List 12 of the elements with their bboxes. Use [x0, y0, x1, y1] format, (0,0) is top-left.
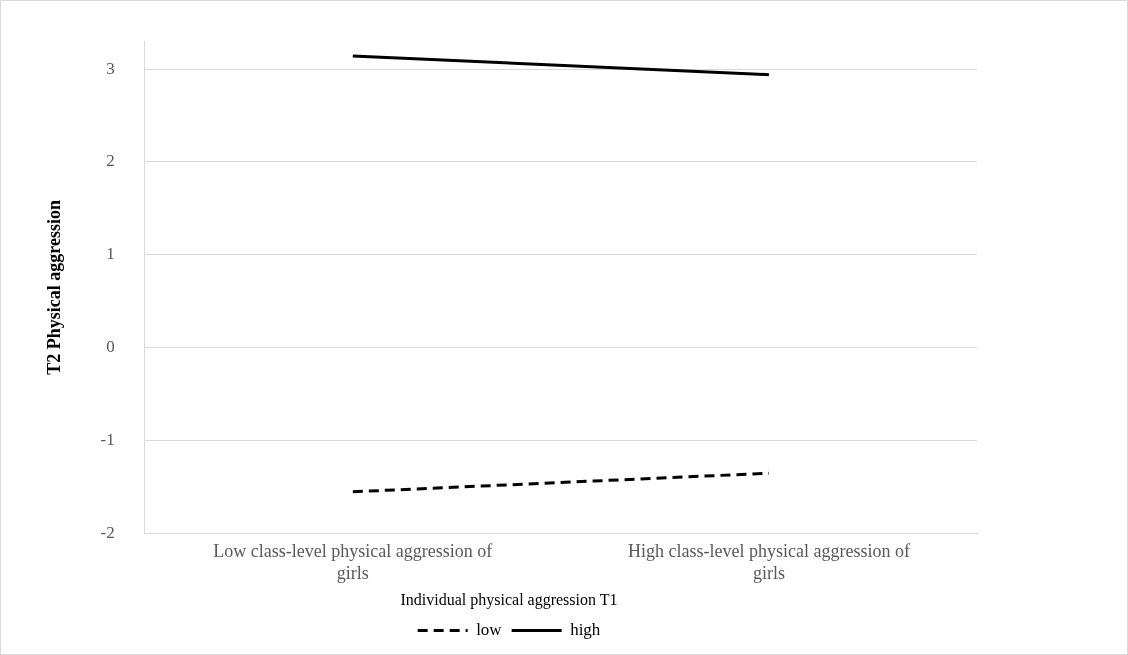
- y-tick-label: -2: [100, 523, 115, 543]
- y-tick-label: 0: [106, 337, 115, 357]
- x-tick-label: Low class-level physical aggression of girls: [213, 541, 493, 583]
- legend-label: low: [476, 619, 503, 639]
- y-tick-label: 2: [106, 151, 115, 171]
- y-tick-label: 1: [106, 244, 115, 264]
- y-tick-label: -1: [100, 430, 115, 450]
- x-tick-label: High class-level physical aggression of girls: [627, 541, 910, 583]
- y-axis-title: T2 Physical aggression: [44, 200, 65, 375]
- legend-title: Individual physical aggression T1: [400, 591, 618, 609]
- y-tick-label: 3: [106, 58, 115, 78]
- legend-label: high: [570, 619, 601, 639]
